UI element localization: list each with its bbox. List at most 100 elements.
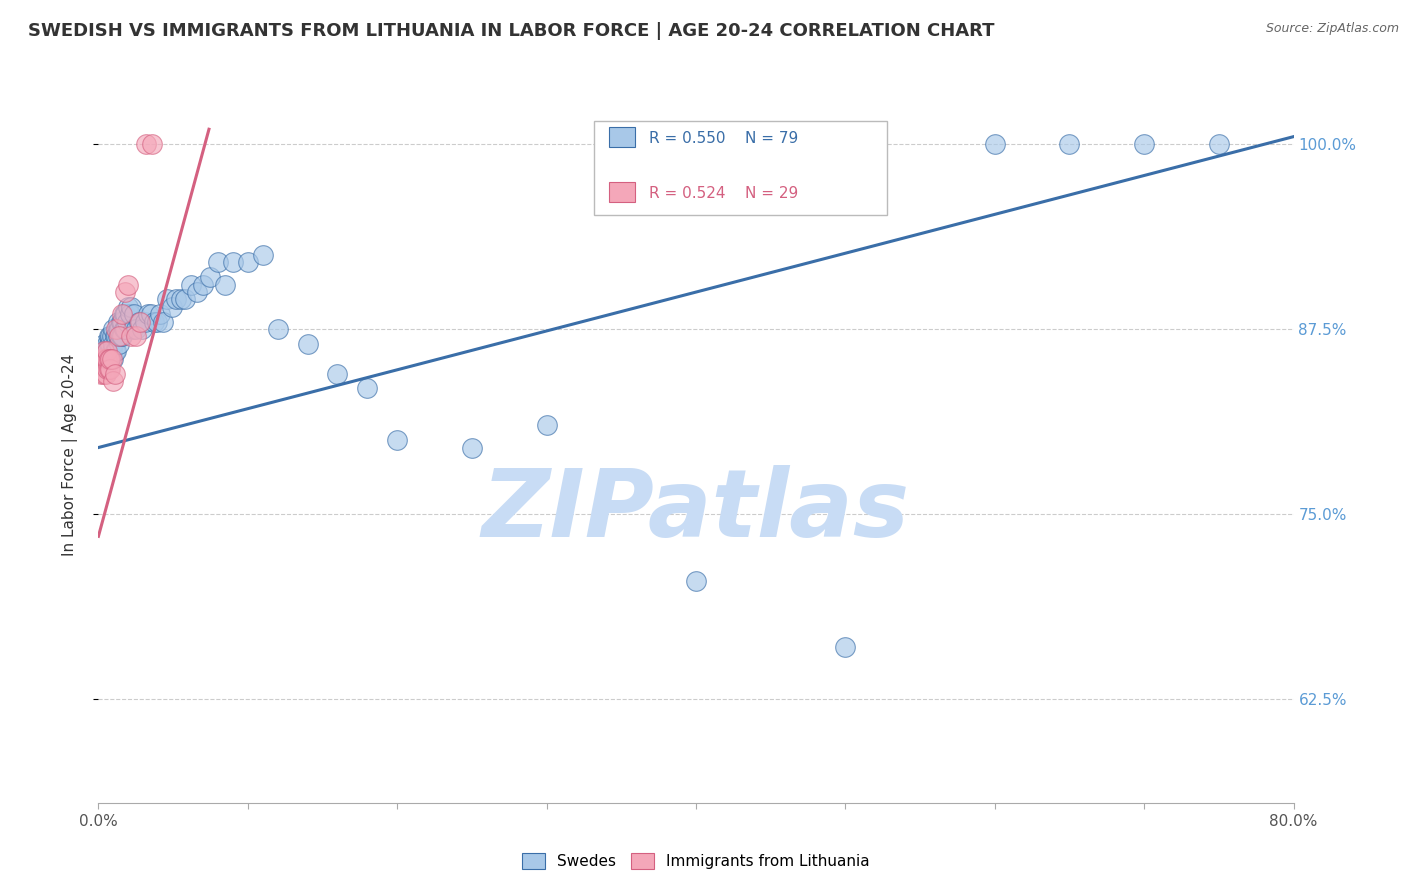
Point: [90, 351, 112, 366]
Point: [115, 315, 138, 329]
Point: [96, 344, 118, 359]
Point: [108, 337, 131, 351]
Point: [91, 351, 114, 366]
Point: [120, 300, 142, 314]
Point: [117, 277, 139, 292]
Point: [107, 315, 129, 329]
Point: [135, 136, 157, 151]
Point: [94, 351, 117, 366]
Point: [97, 329, 120, 343]
Text: SWEDISH VS IMMIGRANTS FROM LITHUANIA IN LABOR FORCE | AGE 20-24 CORRELATION CHAR: SWEDISH VS IMMIGRANTS FROM LITHUANIA IN …: [28, 22, 994, 40]
Point: [105, 344, 128, 359]
Point: [142, 315, 165, 329]
FancyBboxPatch shape: [609, 128, 636, 147]
Point: [326, 367, 349, 381]
Point: [160, 300, 183, 314]
Point: [128, 315, 150, 329]
Point: [125, 322, 148, 336]
Point: [136, 307, 159, 321]
Point: [100, 337, 122, 351]
Point: [94, 359, 117, 373]
Point: [111, 307, 134, 321]
Point: [120, 329, 142, 343]
Text: ZIPatlas: ZIPatlas: [482, 465, 910, 557]
Text: Source: ZipAtlas.com: Source: ZipAtlas.com: [1265, 22, 1399, 36]
Y-axis label: In Labor Force | Age 20-24: In Labor Force | Age 20-24: [62, 354, 77, 556]
Point: [110, 315, 132, 329]
Point: [100, 362, 122, 376]
Point: [1208, 136, 1230, 151]
Point: [93, 344, 115, 359]
Point: [105, 329, 128, 343]
Point: [180, 277, 202, 292]
Point: [93, 351, 115, 366]
Point: [124, 307, 146, 321]
Point: [103, 374, 125, 388]
Point: [156, 293, 179, 307]
Point: [152, 315, 174, 329]
Point: [141, 136, 163, 151]
Point: [834, 640, 856, 655]
Point: [134, 315, 156, 329]
Point: [112, 307, 135, 321]
Point: [96, 351, 118, 366]
Point: [105, 322, 128, 336]
Point: [356, 381, 378, 395]
Point: [89, 359, 111, 373]
Point: [222, 255, 245, 269]
Point: [267, 322, 290, 336]
FancyBboxPatch shape: [595, 121, 887, 215]
Point: [145, 315, 167, 329]
Point: [97, 351, 120, 366]
Point: [107, 329, 129, 343]
Point: [114, 285, 136, 299]
Point: [100, 351, 122, 366]
Point: [169, 293, 191, 307]
Point: [236, 255, 259, 269]
Point: [108, 329, 131, 343]
Point: [94, 367, 117, 381]
Point: [103, 351, 125, 366]
FancyBboxPatch shape: [609, 183, 636, 202]
Point: [385, 433, 409, 447]
Point: [103, 337, 125, 351]
Legend: Swedes, Immigrants from Lithuania: Swedes, Immigrants from Lithuania: [516, 847, 876, 875]
Point: [200, 270, 222, 285]
Point: [101, 351, 124, 366]
Point: [100, 329, 122, 343]
Point: [110, 329, 132, 343]
Point: [91, 344, 114, 359]
Point: [117, 300, 139, 314]
Point: [101, 344, 124, 359]
Point: [97, 337, 120, 351]
Point: [297, 337, 319, 351]
Point: [108, 322, 131, 336]
Point: [93, 337, 115, 351]
Point: [174, 293, 197, 307]
Point: [111, 329, 134, 343]
Point: [94, 344, 117, 359]
Point: [186, 285, 208, 299]
Point: [125, 329, 148, 343]
Point: [97, 362, 120, 376]
Point: [93, 367, 115, 381]
Point: [112, 322, 135, 336]
Point: [214, 277, 236, 292]
Point: [111, 315, 134, 329]
Point: [96, 362, 118, 376]
Point: [97, 351, 120, 366]
Point: [101, 329, 124, 343]
Text: R = 0.550    N = 79: R = 0.550 N = 79: [650, 131, 799, 146]
Point: [165, 293, 187, 307]
Point: [252, 248, 274, 262]
Point: [536, 418, 558, 433]
Point: [96, 351, 118, 366]
Point: [1059, 136, 1081, 151]
Point: [91, 359, 114, 373]
Point: [104, 329, 127, 343]
Point: [107, 322, 129, 336]
Point: [114, 322, 136, 336]
Point: [207, 255, 229, 269]
Point: [90, 367, 112, 381]
Point: [104, 367, 127, 381]
